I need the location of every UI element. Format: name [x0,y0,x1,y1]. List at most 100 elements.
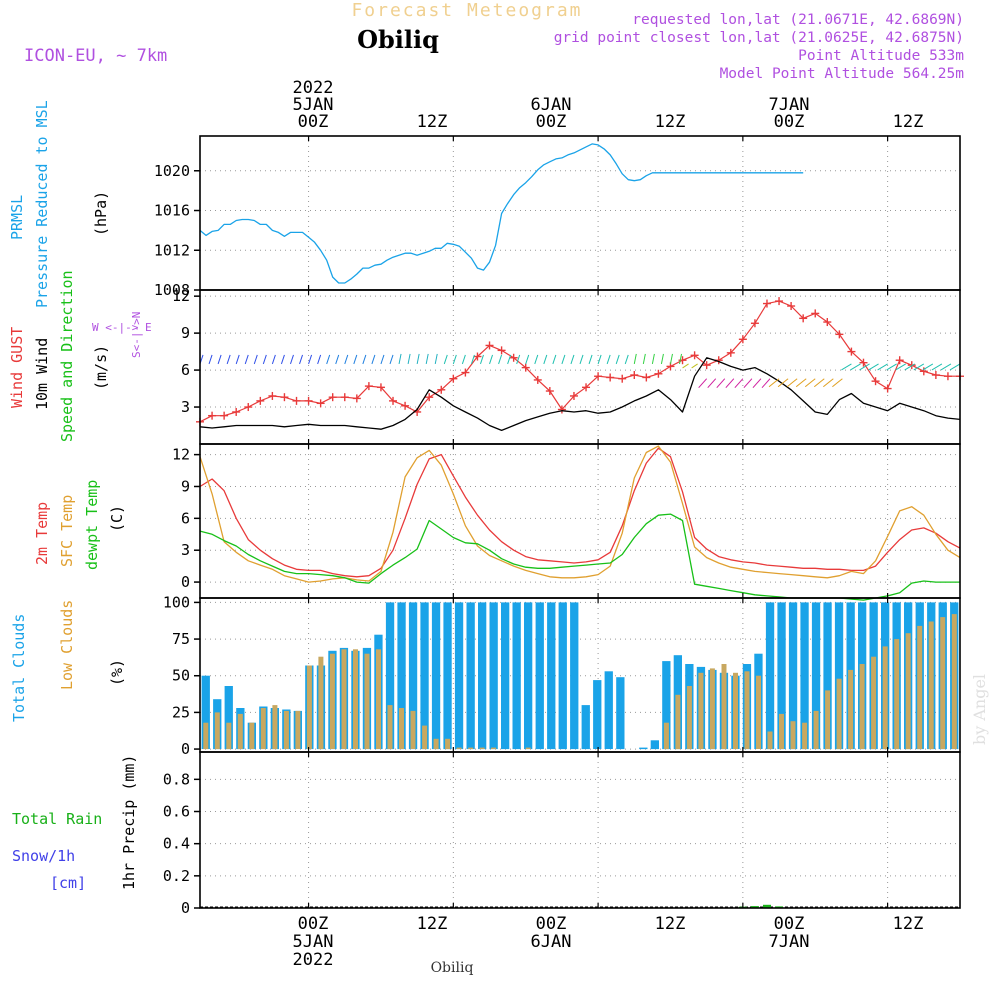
total-cloud-bar [823,602,832,750]
low-cloud-bar [272,705,278,750]
top-year: 2022 [293,78,334,98]
bottom-time-12z-6jan: 12Z [655,914,686,934]
total-cloud-bar [570,602,579,750]
wind-direction-arrow [317,354,322,365]
total-cloud-bar [811,602,821,750]
y-tick-label: 0 [181,740,190,758]
wind-gust-label: Wind GUST [8,327,26,408]
wind-direction-arrow [904,363,916,371]
wind-direction-arrow [698,378,708,389]
total-cloud-bar [397,602,406,750]
wind-direction-arrow [507,354,512,365]
panel-frame [199,443,961,599]
total-cloud-bar [501,602,510,750]
wind-direction-arrow [832,378,843,388]
wind-direction-arrow [768,378,780,388]
total-cloud-bar [431,602,441,750]
wind-direction-arrow [931,363,943,371]
low-cloud-bar [295,710,301,749]
wind-direction-arrow [633,353,637,365]
temp-unit: (C) [108,505,126,532]
total-cloud-bar [834,602,844,750]
wind-direction-arrow [823,378,834,388]
total-rain-label: Total Rain [12,810,102,828]
low-cloud-bar [905,633,911,750]
temp-dewpt-line [199,513,960,601]
total-cloud-bar [593,680,602,749]
total-cloud-bar [558,602,567,750]
wind-direction-arrow [570,354,575,365]
low-cloud-bar [318,656,324,750]
y-tick-label: 3 [181,398,190,416]
wind-direction-arrow [353,354,358,365]
wind-direction-arrow [707,378,717,389]
wind-direction-arrow [761,378,771,389]
total-cloud-bar [489,602,498,750]
wind-direction-label: Speed and Direction [58,270,76,442]
low-cloud-bar [341,649,347,749]
low-cloud-bar [951,614,957,749]
bottom-day-7jan: 7JAN [769,932,810,952]
temp-dewpt-label: dewpt Temp [83,480,101,570]
wind-direction-arrow [543,354,548,365]
low-cloud-bar [376,649,381,749]
total-cloud-bar [535,602,544,750]
y-tick-label: 1016 [154,202,190,220]
wind-direction-arrow [949,363,961,371]
wind-direction-arrow [597,354,602,365]
low-cloud-bar [882,646,888,750]
low-cloud-bar [871,656,877,750]
wind-direction-arrow [552,354,557,365]
bottom-time-00z-6jan: 00Z [536,914,567,934]
low-cloud-bar [894,639,900,750]
bottom-year: 2022 [293,950,334,970]
temp-2m-label: 2m Temp [33,502,51,565]
low-cloud-bar [237,713,243,750]
wind-direction-arrow [813,378,825,388]
model-label: ICON-EU, ~ 7km [24,46,167,66]
wind-direction-arrow [588,354,593,365]
wind-direction-arrow [299,354,303,365]
clouds-unit: (%) [108,659,126,686]
low-cloud-bar [456,747,462,750]
low-cloud-bar [387,705,393,750]
y-tick-label: 1020 [154,162,190,180]
wind-direction-arrow [804,378,816,388]
data-layer [196,143,964,908]
low-cloud-bar [848,669,854,750]
low-cloud-bar [859,664,865,750]
wind-direction-arrow [461,354,466,365]
wind-direction-arrow [913,363,925,371]
top-time-00z-7jan: 00Z [774,112,805,132]
wind-direction-arrow [262,354,267,365]
total-cloud-bar [512,602,521,750]
low-cloud-bar [698,672,704,750]
total-cloud-bar [800,602,809,750]
low-cloud-bar [779,713,784,750]
low-cloud-bar [399,708,404,750]
wind-direction-arrow [940,363,952,371]
wind-direction-arrow [217,354,222,365]
wind-direction-arrow [669,353,673,365]
total-cloud-bar [581,705,590,750]
wind-direction-arrow [344,354,349,365]
gust-line [199,300,960,423]
top-day-6jan: 6JAN [531,95,572,115]
y-tick-label: 9 [181,324,190,342]
wind-direction-arrow [498,354,503,365]
low-cloud-bar [329,653,335,749]
wind-direction-arrow [534,354,539,365]
y-tick-label: 0.6 [163,803,190,821]
low-cloud-bar [836,678,842,750]
wind-direction-arrow [470,354,475,365]
wind-direction-arrow [606,354,611,365]
wind-direction-arrow [335,354,340,365]
wind-direction-arrow [886,363,897,371]
wind-direction-arrow [642,353,646,365]
wind-direction-arrow [859,363,870,371]
wind-direction-arrow [777,378,789,388]
y-tick-label: 0.8 [163,770,190,788]
low-cloud-bar [675,694,681,750]
y-tick-label: 0 [181,899,190,917]
temp-sfc-label: SFC Temp [58,495,76,567]
